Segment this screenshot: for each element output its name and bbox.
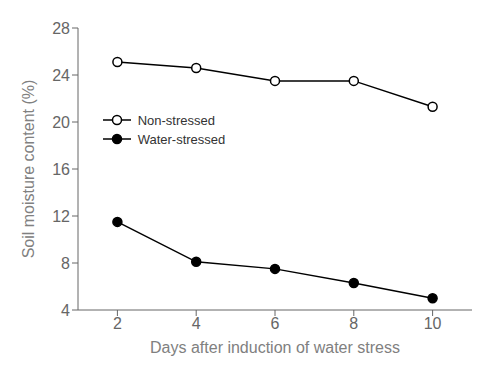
svg-text:20: 20 [52,114,70,131]
svg-text:16: 16 [52,161,70,178]
svg-text:2: 2 [113,315,122,332]
svg-text:8: 8 [61,255,70,272]
svg-text:24: 24 [52,67,70,84]
svg-text:Days after induction of water: Days after induction of water stress [150,339,400,356]
html-text:Water-stressed: Water-stressed [137,131,226,147]
svg-text:4: 4 [192,315,201,332]
svg-text:Soil moisture content (%): Soil moisture content (%) [20,80,37,259]
svg-text:4: 4 [61,302,70,319]
svg-text:8: 8 [349,315,358,332]
html-text:Non-stressed: Non-stressed [137,112,215,128]
svg-text:28: 28 [52,20,70,37]
svg-text:12: 12 [52,208,70,225]
svg-text:10: 10 [424,315,442,332]
svg-text:6: 6 [271,315,280,332]
